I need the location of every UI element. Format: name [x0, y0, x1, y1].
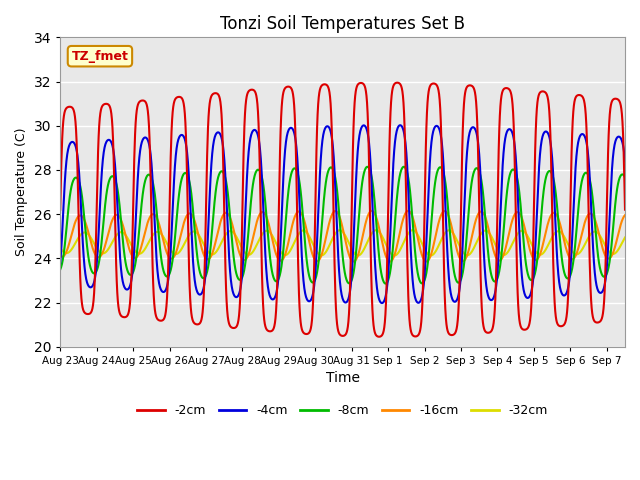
-32cm [390, 252, 398, 258]
-32cm [605, 249, 613, 254]
-32cm [502, 252, 509, 257]
Y-axis label: Soil Temperature (C): Soil Temperature (C) [15, 128, 28, 256]
Line: -2cm: -2cm [60, 83, 625, 337]
-2cm [605, 120, 613, 126]
-16cm [56, 253, 64, 259]
-2cm [316, 87, 324, 93]
Line: -4cm: -4cm [60, 125, 625, 303]
-4cm [316, 172, 324, 178]
-4cm [621, 158, 629, 164]
-2cm [394, 80, 401, 85]
-4cm [605, 229, 612, 235]
-8cm [331, 172, 339, 178]
-4cm [502, 134, 509, 140]
-16cm [316, 256, 324, 262]
-32cm [316, 252, 324, 258]
Line: -8cm: -8cm [60, 167, 625, 284]
-2cm [85, 311, 93, 317]
-2cm [375, 334, 383, 340]
-4cm [378, 300, 386, 306]
-32cm [331, 231, 339, 237]
Line: -16cm: -16cm [60, 211, 625, 262]
-8cm [502, 204, 509, 210]
-16cm [331, 208, 339, 214]
-16cm [85, 232, 93, 238]
-8cm [382, 281, 390, 287]
-16cm [621, 212, 629, 218]
-4cm [605, 223, 613, 228]
-16cm [605, 255, 613, 261]
-2cm [605, 126, 612, 132]
-4cm [331, 174, 339, 180]
-8cm [605, 261, 613, 267]
-2cm [502, 85, 509, 91]
-8cm [316, 247, 324, 252]
-2cm [331, 273, 339, 278]
-8cm [400, 164, 408, 169]
-4cm [56, 260, 64, 266]
Line: -32cm: -32cm [60, 230, 625, 255]
-4cm [396, 122, 404, 128]
-32cm [56, 245, 64, 251]
-8cm [621, 175, 629, 180]
-8cm [56, 267, 64, 273]
-32cm [372, 227, 380, 233]
-16cm [386, 259, 394, 264]
-32cm [621, 235, 629, 240]
-8cm [605, 263, 612, 268]
Title: Tonzi Soil Temperatures Set B: Tonzi Soil Temperatures Set B [220, 15, 465, 33]
-2cm [621, 207, 629, 213]
X-axis label: Time: Time [326, 372, 360, 385]
-2cm [56, 207, 64, 213]
-32cm [605, 249, 612, 254]
-16cm [502, 246, 509, 252]
Legend: -2cm, -4cm, -8cm, -16cm, -32cm: -2cm, -4cm, -8cm, -16cm, -32cm [132, 399, 553, 422]
-8cm [85, 258, 93, 264]
-4cm [85, 284, 93, 289]
-32cm [85, 232, 93, 238]
-16cm [368, 208, 376, 214]
-16cm [605, 256, 612, 262]
Text: TZ_fmet: TZ_fmet [72, 50, 129, 63]
